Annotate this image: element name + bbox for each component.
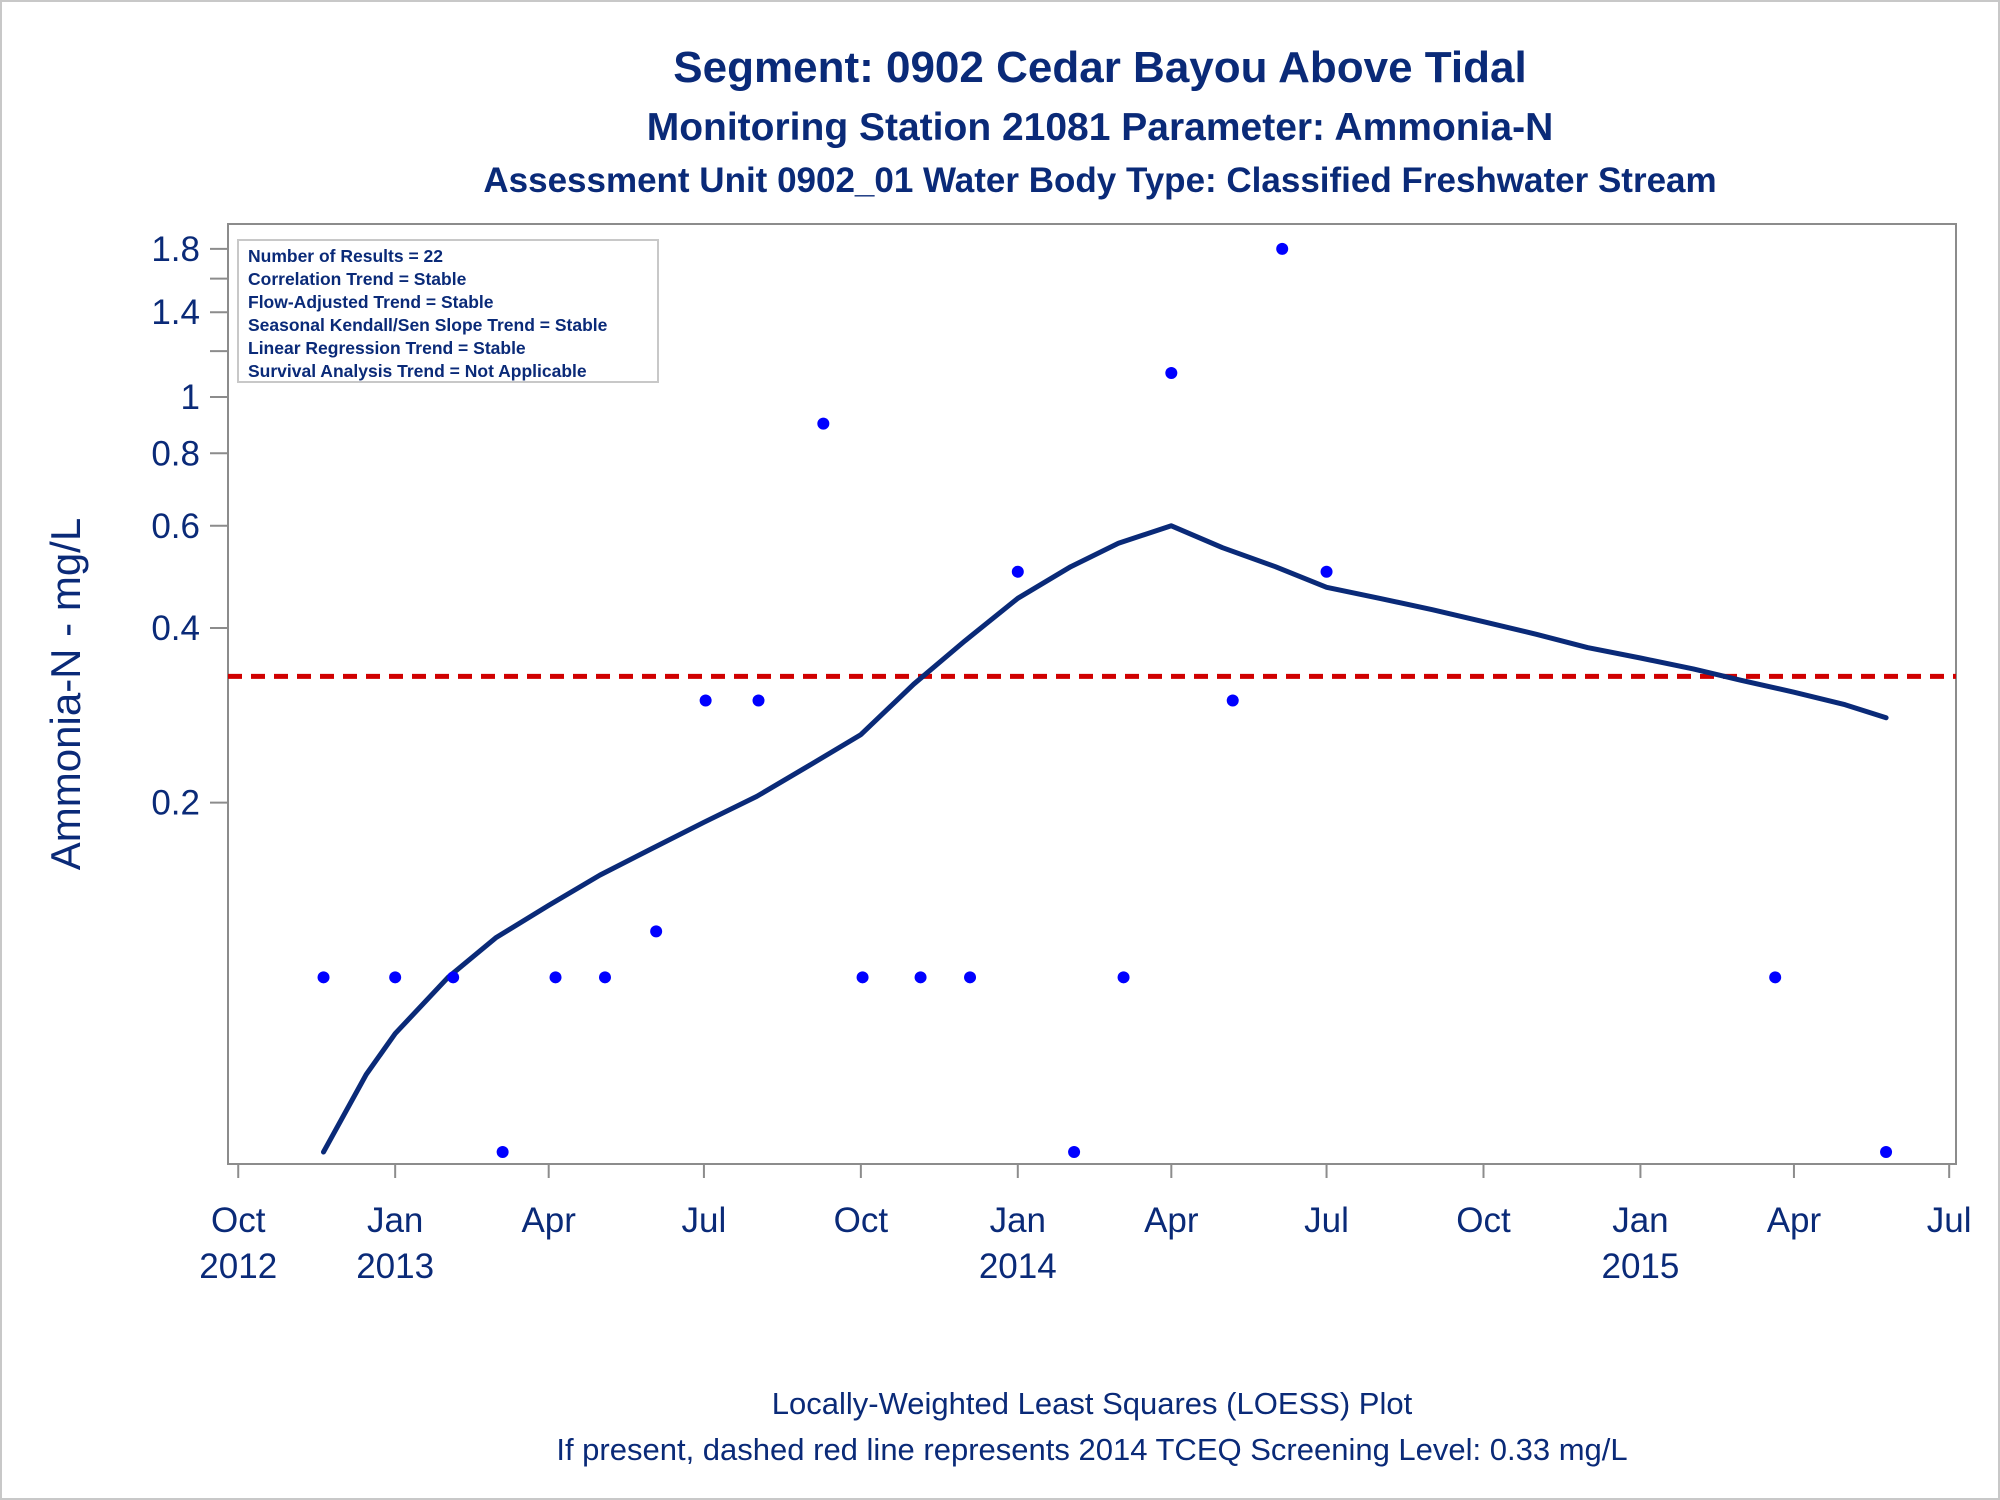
y-axis: 0.2 0.4 0.6 0.8 1 1.4 1.8	[151, 230, 228, 823]
x-tick-label-9: Jan	[1612, 1201, 1668, 1240]
legend-line-survival: Survival Analysis Trend = Not Applicable	[248, 361, 587, 381]
data-point-10	[856, 971, 869, 984]
plot-frame	[227, 223, 1957, 1165]
y-tick-label-0: 0.2	[151, 784, 200, 823]
trend-legend-box: Number of Results = 22 Correlation Trend…	[237, 239, 659, 383]
data-point-21	[1880, 1146, 1893, 1158]
x-tick-label-7: Jul	[1304, 1201, 1349, 1240]
x-tick-year-0: 2012	[199, 1247, 277, 1286]
y-tick-label-1: 0.4	[151, 609, 200, 648]
y-tick-label-3: 0.8	[151, 434, 200, 473]
x-tick-label-6: Apr	[1144, 1201, 1199, 1240]
loess-line-group	[321, 523, 1889, 1155]
y-axis-label: Ammonia-N - mg/L	[42, 518, 89, 870]
footnote-line-1: Locally-Weighted Least Squares (LOESS) P…	[772, 1386, 1413, 1421]
y-tick-label-6: 1.8	[151, 230, 200, 269]
y-tick-label-5: 1.4	[151, 293, 200, 332]
y-tick-label-2: 0.6	[151, 507, 200, 546]
data-point-0	[317, 971, 330, 984]
x-tick-year-9: 2015	[1601, 1247, 1679, 1286]
data-point-18	[1276, 242, 1289, 255]
data-point-20	[1769, 971, 1782, 984]
data-point-12	[964, 971, 977, 984]
legend-line-seasonal-kendall: Seasonal Kendall/Sen Slope Trend = Stabl…	[248, 315, 608, 335]
data-point-19	[1320, 565, 1333, 578]
data-point-8	[752, 694, 765, 707]
y-tick-label-4: 1	[181, 378, 200, 417]
chart-subtitle-2: Assessment Unit 0902_01 Water Body Type:…	[483, 161, 1716, 200]
legend-line-results: Number of Results = 22	[248, 246, 443, 266]
data-point-13	[1011, 565, 1024, 578]
data-point-15	[1117, 971, 1130, 984]
loess-line	[321, 523, 1889, 1155]
chart-subtitle: Monitoring Station 21081 Parameter: Ammo…	[647, 106, 1554, 149]
data-point-6	[650, 925, 663, 938]
x-tick-label-0: Oct	[211, 1201, 266, 1240]
trend-legend-frame	[237, 239, 659, 383]
legend-line-correlation: Correlation Trend = Stable	[248, 269, 467, 289]
x-tick-year-5: 2014	[979, 1247, 1057, 1286]
x-tick-label-4: Oct	[834, 1201, 889, 1240]
x-tick-year-1: 2013	[356, 1247, 434, 1286]
data-point-3	[496, 1146, 509, 1158]
x-tick-label-3: Jul	[682, 1201, 727, 1240]
chart-title: Segment: 0902 Cedar Bayou Above Tidal	[673, 43, 1526, 92]
x-axis: Oct 2012 Jan 2013 Apr Jul Oct Jan 2014 Apr Jul Oct J…	[199, 1164, 1972, 1286]
footnote-line-2: If present, dashed red line represents 2…	[556, 1432, 1627, 1467]
data-point-4	[549, 971, 562, 984]
data-point-11	[914, 971, 927, 984]
data-point-7	[699, 694, 712, 707]
data-point-14	[1068, 1146, 1081, 1158]
data-point-5	[598, 971, 611, 984]
data-point-9	[817, 417, 830, 430]
legend-line-linear-regression: Linear Regression Trend = Stable	[248, 338, 526, 358]
data-point-16	[1165, 367, 1178, 380]
x-tick-label-11: Jul	[1927, 1201, 1972, 1240]
x-tick-label-1: Jan	[367, 1201, 423, 1240]
data-point-1	[389, 971, 402, 984]
x-tick-label-10: Apr	[1767, 1201, 1822, 1240]
data-point-2	[447, 971, 460, 984]
x-tick-label-8: Oct	[1456, 1201, 1511, 1240]
data-points-group	[317, 242, 1893, 1158]
x-tick-label-2: Apr	[521, 1201, 576, 1240]
legend-line-flow-adjusted: Flow-Adjusted Trend = Stable	[248, 292, 494, 312]
data-point-17	[1226, 694, 1239, 707]
x-tick-label-5: Jan	[990, 1201, 1046, 1240]
